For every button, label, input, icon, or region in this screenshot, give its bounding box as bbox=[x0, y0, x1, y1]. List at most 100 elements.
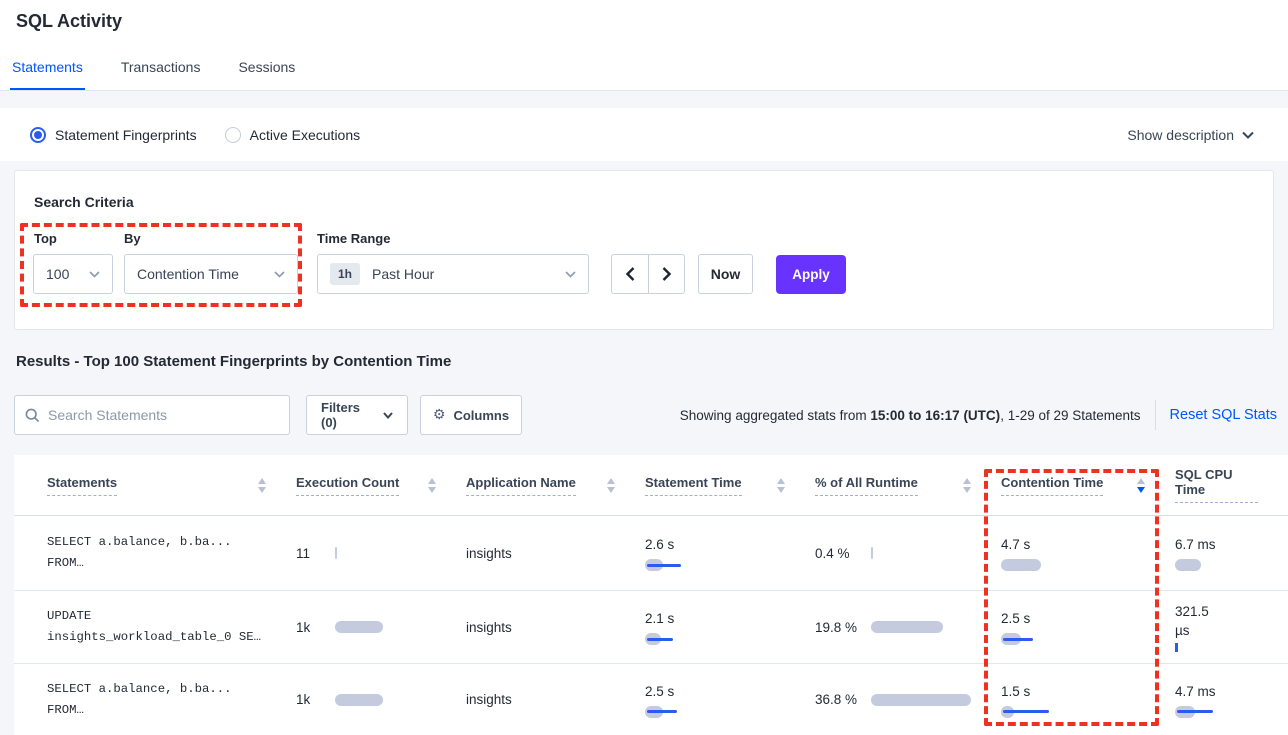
time-range-value: Past Hour bbox=[372, 266, 435, 282]
statement-fingerprint[interactable]: UPDATE insights_workload_table_0 SE… bbox=[47, 609, 262, 644]
radio-selected-icon[interactable] bbox=[30, 126, 46, 143]
by-label: By bbox=[124, 231, 141, 246]
runtime-pct-cell: 0.4 % bbox=[815, 544, 1001, 563]
time-range-badge: 1h bbox=[330, 263, 361, 285]
chevron-right-icon bbox=[662, 267, 671, 281]
contention-time-cell: 1.5 s bbox=[1001, 682, 1175, 718]
tab-sessions[interactable]: Sessions bbox=[238, 59, 296, 75]
statement-time-bar bbox=[645, 559, 815, 571]
table-row[interactable]: UPDATE insights_workload_table_0 SE… 1k … bbox=[14, 590, 1288, 663]
runtime-pct-bar bbox=[871, 693, 971, 706]
time-range-label: Time Range bbox=[317, 231, 391, 246]
execution-count-cell: 1k bbox=[296, 690, 466, 709]
search-input[interactable] bbox=[48, 407, 279, 423]
application-name-cell: insights bbox=[466, 692, 512, 707]
sort-icon[interactable] bbox=[258, 477, 266, 493]
results-heading: Results - Top 100 Statement Fingerprints… bbox=[16, 353, 452, 370]
execution-count-cell: 1k bbox=[296, 618, 466, 637]
sort-icon[interactable] bbox=[607, 477, 615, 493]
by-select[interactable]: Contention Time bbox=[124, 254, 298, 294]
top-select-value: 100 bbox=[46, 266, 70, 282]
sort-icon[interactable] bbox=[963, 477, 971, 493]
runtime-pct-cell: 36.8 % bbox=[815, 690, 1001, 709]
stats-summary: Showing aggregated stats from 15:00 to 1… bbox=[679, 407, 1141, 423]
show-description-label: Show description bbox=[1127, 126, 1234, 143]
chevron-down-icon bbox=[565, 270, 576, 278]
chevron-down-icon bbox=[1242, 131, 1254, 139]
now-button[interactable]: Now bbox=[698, 254, 753, 294]
col-header-contention-time[interactable]: Contention Time bbox=[1001, 475, 1175, 496]
contention-time-bar bbox=[1001, 705, 1175, 718]
radio-statement-fingerprints[interactable]: Statement Fingerprints bbox=[30, 126, 197, 143]
execution-count-bar bbox=[335, 621, 383, 633]
statement-time-bar bbox=[645, 633, 815, 645]
statement-search-box[interactable] bbox=[14, 395, 290, 435]
contention-time-cell: 2.5 s bbox=[1001, 609, 1175, 645]
stats-summary-wrap: Showing aggregated stats from 15:00 to 1… bbox=[680, 395, 1277, 435]
contention-time-cell: 4.7 s bbox=[1001, 535, 1175, 571]
radio-unselected-icon[interactable] bbox=[224, 126, 241, 143]
tab-transactions[interactable]: Transactions bbox=[120, 59, 201, 75]
statement-fingerprint[interactable]: SELECT a.balance, b.ba... FROM… bbox=[47, 681, 232, 717]
contention-time-bar bbox=[1001, 633, 1175, 645]
tab-statements[interactable]: Statements bbox=[10, 51, 85, 90]
statement-time-cell: 2.1 s bbox=[645, 609, 815, 645]
search-icon bbox=[25, 408, 40, 423]
page-header: SQL Activity Statements Transactions Ses… bbox=[0, 0, 1288, 91]
chevron-down-icon bbox=[383, 411, 393, 419]
filters-label: Filters (0) bbox=[321, 400, 361, 430]
contention-time-bar bbox=[1001, 559, 1175, 571]
sort-icon[interactable] bbox=[777, 477, 785, 493]
execution-count-bar bbox=[335, 547, 337, 559]
col-header-application-name[interactable]: Application Name bbox=[466, 475, 645, 496]
statement-time-bar bbox=[645, 705, 815, 718]
execution-count-cell: 11 bbox=[296, 544, 466, 563]
statements-table: Statements Execution Count Application N… bbox=[14, 455, 1288, 735]
search-criteria-heading: Search Criteria bbox=[34, 194, 134, 210]
sql-cpu-time-cell: 4.7 ms bbox=[1175, 682, 1288, 718]
chevron-left-icon bbox=[625, 267, 635, 281]
col-header-runtime-pct[interactable]: % of All Runtime bbox=[815, 475, 1001, 496]
col-header-execution-count[interactable]: Execution Count bbox=[296, 475, 466, 496]
filters-button[interactable]: Filters (0) bbox=[306, 395, 408, 435]
columns-button[interactable]: ⚙ Columns bbox=[420, 395, 522, 435]
top-label: Top bbox=[34, 231, 57, 246]
next-time-button[interactable] bbox=[648, 254, 685, 294]
time-range-select[interactable]: 1h Past Hour bbox=[317, 254, 589, 294]
statement-time-cell: 2.6 s bbox=[645, 535, 815, 571]
sql-cpu-time-bar bbox=[1175, 559, 1288, 571]
show-description-toggle[interactable]: Show description bbox=[1127, 127, 1254, 143]
chevron-down-icon bbox=[274, 270, 285, 278]
application-name-cell: insights bbox=[466, 619, 512, 635]
gear-icon: ⚙ bbox=[432, 407, 446, 423]
previous-time-button[interactable] bbox=[611, 254, 648, 294]
sql-cpu-time-cell: 321.5 µs bbox=[1175, 602, 1288, 652]
sort-icon[interactable] bbox=[428, 477, 436, 493]
reset-sql-stats-link[interactable]: Reset SQL Stats bbox=[1169, 407, 1277, 423]
apply-button[interactable]: Apply bbox=[776, 255, 846, 294]
radio-active-executions[interactable]: Active Executions bbox=[224, 126, 361, 143]
sql-cpu-time-bar bbox=[1175, 643, 1178, 652]
statement-time-cell: 2.5 s bbox=[645, 682, 815, 718]
view-toggle-band: Statement Fingerprints Active Executions… bbox=[0, 108, 1288, 161]
col-header-sql-cpu-time[interactable]: SQL CPU Time bbox=[1175, 467, 1288, 503]
top-select[interactable]: 100 bbox=[33, 254, 113, 294]
table-header-row: Statements Execution Count Application N… bbox=[14, 455, 1288, 516]
page-title: SQL Activity bbox=[16, 11, 123, 31]
divider bbox=[1154, 400, 1156, 430]
chevron-down-icon bbox=[89, 270, 100, 278]
statement-fingerprint[interactable]: SELECT a.balance, b.ba... FROM… bbox=[47, 535, 232, 570]
sort-icon-active-desc[interactable] bbox=[1137, 477, 1145, 493]
by-select-value: Contention Time bbox=[137, 266, 239, 282]
radio-label: Statement Fingerprints bbox=[55, 126, 197, 143]
radio-label: Active Executions bbox=[249, 126, 361, 143]
runtime-pct-bar bbox=[871, 547, 873, 559]
col-header-statements[interactable]: Statements bbox=[47, 475, 296, 496]
table-row[interactable]: SELECT a.balance, b.ba... FROM… 1k insig… bbox=[14, 663, 1288, 735]
runtime-pct-cell: 19.8 % bbox=[815, 618, 1001, 637]
table-row[interactable]: SELECT a.balance, b.ba... FROM… 11 insig… bbox=[14, 516, 1288, 590]
execution-count-bar bbox=[335, 693, 383, 706]
search-criteria-card: Search Criteria Top 100 By Contention Ti… bbox=[14, 170, 1274, 330]
runtime-pct-bar bbox=[871, 621, 943, 633]
col-header-statement-time[interactable]: Statement Time bbox=[645, 475, 815, 496]
